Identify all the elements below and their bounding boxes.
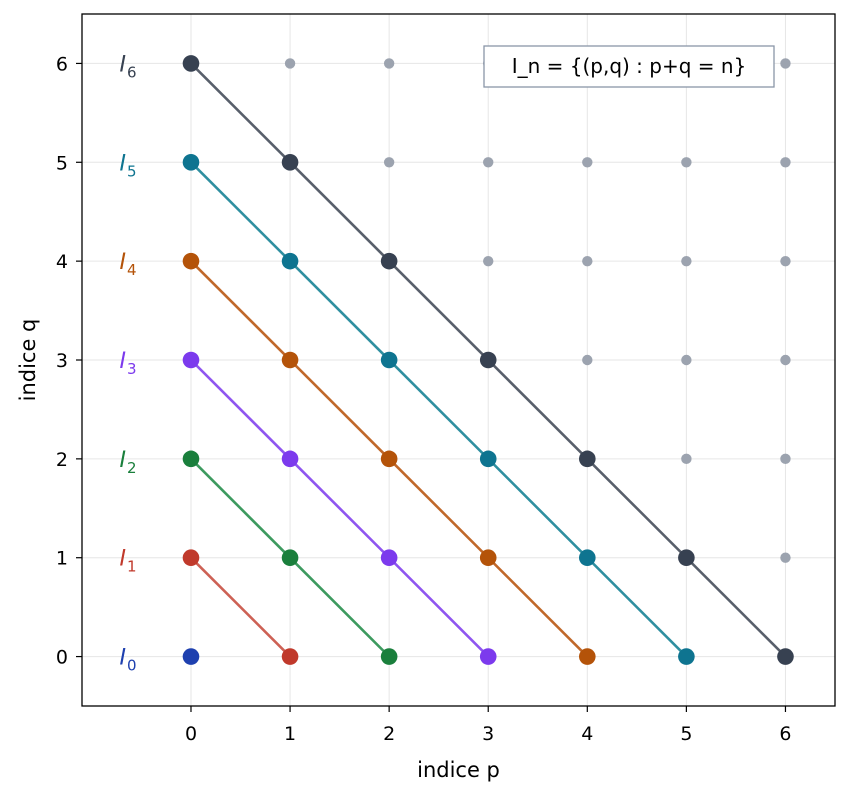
series-point-I5 [380,351,398,369]
series-label-letter: I [120,547,127,572]
series-label-I4: I4 [120,250,137,279]
series-label-I6: I6 [120,52,137,81]
series-label-I2: I2 [120,448,137,477]
lattice-point [681,157,692,168]
x-tick-label: 6 [779,723,791,745]
series-point-I6 [678,549,695,567]
annotation-frame [483,45,775,88]
y-tick-label: 1 [56,548,68,570]
lattice-point [681,354,692,366]
series-point-I6 [281,153,299,171]
series-point-I3 [182,351,200,369]
series-point-I4 [380,450,398,468]
lattice-point [284,58,296,69]
series-label-subscript: 4 [127,261,137,279]
series-label-subscript: 2 [127,459,137,477]
series-point-I3 [479,648,497,665]
series-label-letter: I [120,250,127,275]
lattice-point [780,157,791,168]
y-tick-label: 4 [56,251,68,273]
series-label-letter: I [120,52,127,77]
series-label-subscript: 3 [127,360,137,378]
series-point-I6 [777,648,794,665]
lattice-point [780,552,791,563]
lattice-points [284,58,791,563]
lattice-point [582,255,593,267]
series-label-subscript: 6 [127,63,137,81]
series-point-I5 [479,450,497,468]
y-tick-label: 3 [56,350,68,372]
series-label-I5: I5 [120,151,137,180]
x-axis-label: indice p [417,758,500,782]
series-label-I3: I3 [120,349,137,378]
series-point-I4 [182,252,200,270]
y-tick-label: 2 [56,449,68,471]
series-line-I5 [190,161,688,658]
x-tick-label: 3 [482,723,494,745]
y-axis-ticks: 0 1 2 3 4 5 6 [56,53,82,669]
series-label-letter: I [120,448,127,473]
lattice-point [582,157,593,168]
series-points [182,55,794,665]
x-tick-label: 2 [383,723,395,745]
series-label-letter: I [120,646,127,671]
lattice-point [780,255,791,267]
x-tick-label: 4 [581,723,593,745]
series-point-I2 [281,549,299,567]
series-label-subscript: 0 [127,657,137,675]
annotation-text: I_n = {(p,q) : p+q = n} [512,54,747,78]
y-tick-label: 5 [56,152,68,174]
lattice-point [780,354,791,366]
series-point-I5 [579,549,596,567]
lattice-point [681,453,692,465]
series-point-I1 [281,648,299,665]
series-point-I2 [380,648,398,665]
series-point-I5 [281,252,299,270]
y-tick-label: 6 [56,53,68,75]
lattice-point [483,157,494,168]
lattice-point [681,255,692,267]
series-point-I2 [182,450,200,468]
lattice-point [383,157,395,168]
series-label-subscript: 5 [127,162,137,180]
series-point-I5 [678,648,695,665]
series-point-I4 [281,351,299,369]
series-label-I1: I1 [120,547,137,576]
series-point-I4 [579,648,596,665]
lattice-point [483,255,494,267]
series-point-I0 [182,648,200,665]
series-line-I3 [190,359,490,658]
annotation-box: I_n = {(p,q) : p+q = n} [483,45,775,88]
series-point-I6 [380,252,398,270]
series-point-I5 [182,153,200,171]
series-label-letter: I [120,151,127,176]
series-label-subscript: 1 [127,558,137,576]
lattice-point [780,58,791,69]
series-point-I6 [579,450,596,468]
x-axis-ticks: 0 1 2 3 4 5 6 [185,706,792,745]
series-label-letter: I [120,349,127,374]
series-label-I0: I0 [120,646,137,675]
series-point-I3 [380,549,398,567]
series-point-I6 [479,351,497,369]
series-point-I1 [182,549,200,567]
x-tick-label: 1 [284,723,296,745]
x-tick-label: 0 [185,723,197,745]
y-tick-label: 0 [56,647,68,669]
series-point-I3 [281,450,299,468]
lattice-point [780,453,791,465]
y-axis-label: indice q [16,319,40,402]
series-point-I6 [182,55,200,72]
lattice-point [383,58,395,69]
x-tick-label: 5 [680,723,692,745]
series-line-I1 [190,556,291,658]
lattice-point [582,354,593,366]
series-point-I4 [479,549,497,567]
